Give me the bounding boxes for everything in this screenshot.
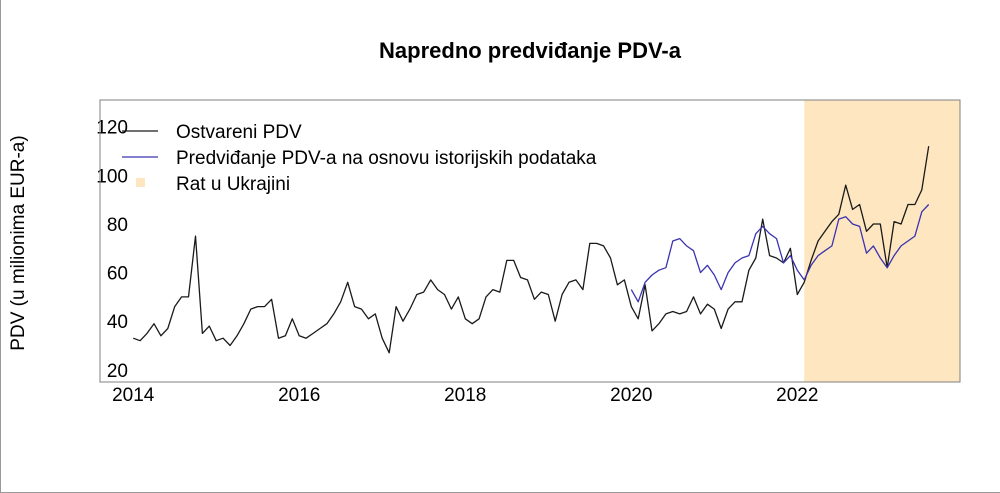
series-line-predvidjanje-pdv [630,204,930,303]
x-tick-label: 2016 [278,385,320,406]
y-tick-label: 80 [107,215,128,236]
x-tick-label: 2022 [776,385,818,406]
legend-label: Ostvareni PDV [176,122,302,143]
y-tick-label: 120 [96,118,128,139]
legend-label: Rat u Ukrajini [176,174,290,195]
x-tick-label: 2020 [610,385,652,406]
y-tick-label: 20 [107,361,128,382]
y-axis-label: PDV (u milionima EUR-a) [8,135,29,350]
y-tick-label: 60 [107,264,128,285]
legend: Ostvareni PDV Predviđanje PDV-a na osnovu… [122,122,597,195]
y-tick-label: 40 [107,312,128,333]
plot-frame [99,99,961,383]
legend-label: Predviđanje PDV-a na osnovu istorijskih … [176,148,597,169]
shaded-region-war [804,100,960,382]
y-tick-label: 100 [96,166,128,187]
chart-title: Napredno predviđanje PDV-a [379,38,682,63]
x-tick-label: 2018 [444,385,486,406]
series-line-ostvareni-pdv [132,146,930,354]
x-tick-label: 2014 [112,385,155,406]
legend-swatch-area [136,178,145,187]
